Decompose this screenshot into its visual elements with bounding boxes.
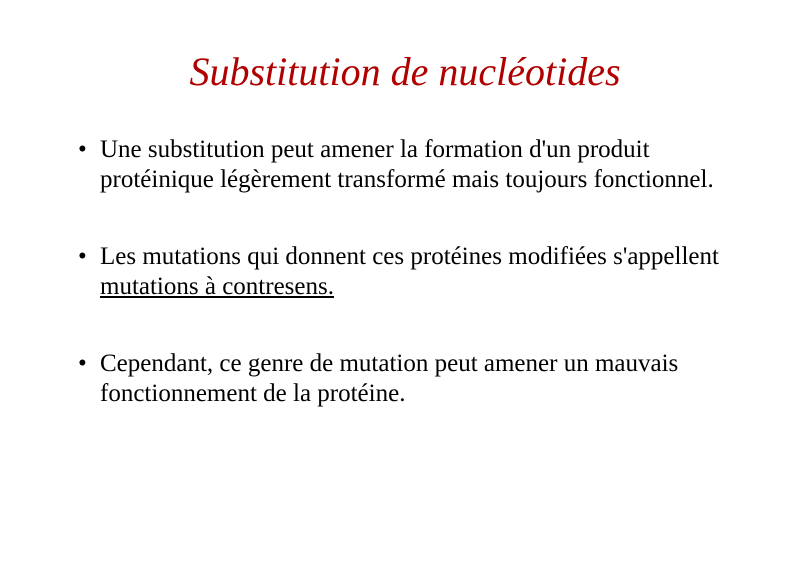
slide: Substitution de nucléotides Une substitu… — [0, 48, 810, 588]
bullet-list: Une substitution peut amener la formatio… — [0, 135, 810, 408]
bullet-text: Cependant, ce genre de mutation peut ame… — [100, 350, 678, 407]
list-item: Les mutations qui donnent ces protéines … — [78, 242, 750, 301]
bullet-text: Une substitution peut amener la formatio… — [100, 136, 714, 193]
slide-title: Substitution de nucléotides — [0, 48, 810, 95]
list-item: Une substitution peut amener la formatio… — [78, 135, 750, 194]
bullet-underlined: mutations à contresens. — [100, 273, 334, 300]
list-item: Cependant, ce genre de mutation peut ame… — [78, 349, 750, 408]
bullet-text: Les mutations qui donnent ces protéines … — [100, 243, 719, 270]
